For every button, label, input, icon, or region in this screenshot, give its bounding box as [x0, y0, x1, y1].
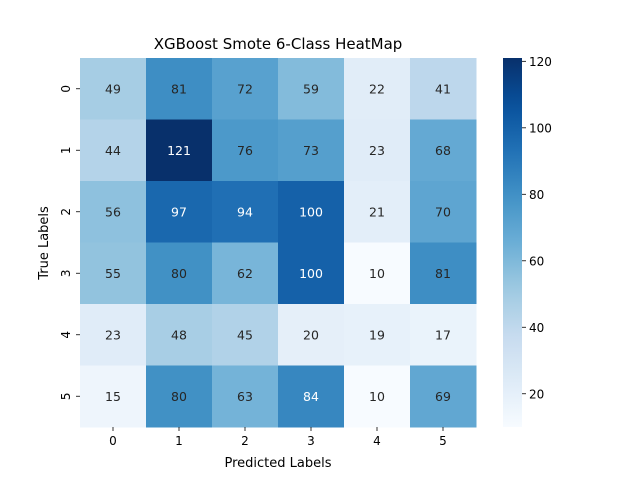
cell-value-label: 97	[171, 204, 187, 219]
heatmap-cell	[80, 304, 147, 366]
heatmap-cell	[278, 119, 345, 182]
cell-value-label: 23	[105, 327, 121, 342]
cell-value-label: 44	[105, 143, 121, 158]
colorbar: 20 40 60 80 100 120	[503, 55, 552, 427]
heatmap-cell	[278, 242, 345, 305]
heatmap-cell	[278, 58, 345, 120]
x-tick-label: 4	[373, 434, 381, 448]
heatmap-cell	[146, 181, 213, 243]
colorbar-tick-label: 20	[529, 387, 544, 401]
heatmap-cell	[278, 304, 345, 366]
heatmap-cell	[212, 304, 279, 366]
heatmap-cell	[80, 58, 147, 120]
y-tick-label: 4	[59, 331, 73, 339]
heatmap-cell	[80, 119, 147, 182]
cell-value-label: 22	[369, 81, 385, 96]
heatmap-cell	[344, 119, 411, 182]
cell-value-label: 20	[303, 327, 319, 342]
heatmap-cell	[146, 58, 213, 120]
colorbar-tick-label: 100	[529, 121, 552, 135]
x-axis-label: Predicted Labels	[224, 456, 331, 471]
heatmap-cell	[80, 365, 147, 428]
cell-value-label: 69	[435, 389, 451, 404]
heatmap-cell	[344, 365, 411, 428]
x-tick-label: 1	[175, 434, 183, 448]
heatmap-cell	[212, 365, 279, 428]
heatmap-cell	[410, 304, 477, 366]
heatmap-cell	[212, 242, 279, 305]
x-tick-label: 3	[307, 434, 315, 448]
heatmap-cell	[212, 181, 279, 243]
heatmap-cell	[146, 119, 213, 182]
cell-value-label: 94	[237, 204, 253, 219]
cell-value-label: 59	[303, 81, 319, 96]
colorbar-tick-label: 60	[529, 254, 544, 268]
cell-value-label: 76	[237, 143, 253, 158]
heatmap-cell	[344, 304, 411, 366]
heatmap-cell	[410, 119, 477, 182]
x-tick-label: 0	[109, 434, 117, 448]
cell-value-label: 68	[435, 143, 451, 158]
heatmap-cell	[80, 242, 147, 305]
x-axis-ticks: 0 1 2 3 4 5	[109, 427, 447, 448]
cell-value-label: 72	[237, 81, 253, 96]
heatmap-cell	[278, 181, 345, 243]
cell-value-label: 56	[105, 204, 121, 219]
cell-value-label: 80	[171, 389, 187, 404]
cell-value-label: 84	[303, 389, 319, 404]
cell-value-label: 62	[237, 266, 253, 281]
cell-value-label: 17	[435, 327, 451, 342]
x-tick-label: 2	[241, 434, 249, 448]
heatmap-cell	[146, 365, 213, 428]
heatmap-cell	[278, 365, 345, 428]
y-tick-label: 2	[59, 208, 73, 216]
cell-value-label: 48	[171, 327, 187, 342]
cell-value-label: 70	[435, 204, 451, 219]
chart-title: XGBoost Smote 6-Class HeatMap	[154, 35, 403, 53]
cell-value-label: 80	[171, 266, 187, 281]
cell-value-label: 55	[105, 266, 121, 281]
colorbar-gradient	[503, 58, 522, 427]
cell-value-label: 10	[369, 389, 385, 404]
cell-value-label: 73	[303, 143, 319, 158]
heatmap-cell	[212, 119, 279, 182]
heatmap-cell	[344, 181, 411, 243]
heatmap-cell	[410, 181, 477, 243]
cell-value-label: 100	[299, 204, 323, 219]
heatmap-cells: 49 81 72 59 22 41 44 121 76 73 23 68 56 97 94 100 21 70 55…	[80, 58, 477, 428]
cell-value-label: 15	[105, 389, 121, 404]
heatmap-cell	[344, 242, 411, 305]
y-tick-label: 3	[59, 269, 73, 277]
cell-value-label: 121	[167, 143, 191, 158]
cell-value-label: 23	[369, 143, 385, 158]
colorbar-tick-label: 40	[529, 321, 544, 335]
cell-value-label: 81	[171, 81, 187, 96]
cell-value-label: 49	[105, 81, 121, 96]
cell-value-label: 21	[369, 204, 385, 219]
heatmap-cell	[146, 242, 213, 305]
cell-value-label: 19	[369, 327, 385, 342]
heatmap-cell	[212, 58, 279, 120]
heatmap-cell	[146, 304, 213, 366]
y-tick-label: 0	[59, 85, 73, 93]
cell-value-label: 63	[237, 389, 253, 404]
heatmap-cell	[410, 242, 477, 305]
y-tick-label: 1	[59, 146, 73, 154]
cell-value-label: 41	[435, 81, 451, 96]
y-axis-ticks: 0 1 2 3 4 5	[59, 85, 80, 400]
heatmap-cell	[410, 365, 477, 428]
cell-value-label: 100	[299, 266, 323, 281]
y-axis-label: True Labels	[37, 206, 52, 281]
colorbar-tick-label: 80	[529, 188, 544, 202]
cell-value-label: 81	[435, 266, 451, 281]
colorbar-tick-label: 120	[529, 55, 552, 69]
heatmap-cell	[80, 181, 147, 243]
heatmap-cell	[410, 58, 477, 120]
y-tick-label: 5	[59, 392, 73, 400]
cell-value-label: 45	[237, 327, 253, 342]
heatmap-cell	[344, 58, 411, 120]
cell-value-label: 10	[369, 266, 385, 281]
x-tick-label: 5	[439, 434, 447, 448]
